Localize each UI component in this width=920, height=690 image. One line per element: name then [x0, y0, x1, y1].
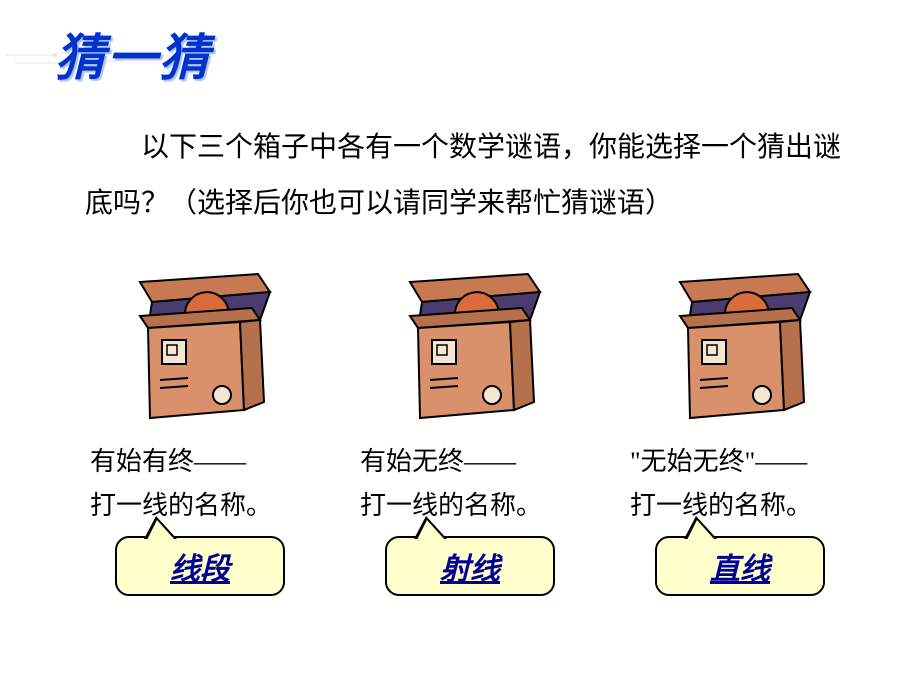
riddle-col-3: "无始无终"—— 打一线的名称。 直线 [620, 250, 860, 596]
answer-button-1[interactable]: 线段 [115, 536, 285, 596]
riddle-line1: 有始无终—— [360, 447, 516, 476]
boxes-row: 有始有终—— 打一线的名称。 线段 有始无终—— 打一线的名称。 射线 [80, 250, 860, 596]
riddle-text-3: "无始无终"—— 打一线的名称。 [630, 440, 850, 528]
riddle-line1: "无始无终"—— [630, 447, 807, 476]
answer-button-2[interactable]: 射线 [385, 536, 555, 596]
box-icon[interactable] [380, 250, 560, 430]
answer-label: 射线 [440, 544, 500, 588]
box-icon[interactable] [650, 250, 830, 430]
riddle-line1: 有始有终—— [90, 447, 246, 476]
riddle-text-2: 有始无终—— 打一线的名称。 [360, 440, 580, 528]
page-title: 猜一猜 [55, 18, 211, 90]
riddle-line2: 打一线的名称。 [90, 491, 272, 520]
answer-label: 线段 [170, 544, 230, 588]
answer-button-3[interactable]: 直线 [655, 536, 825, 596]
riddle-text-1: 有始有终—— 打一线的名称。 [90, 440, 310, 528]
riddle-line2: 打一线的名称。 [630, 491, 812, 520]
answer-label: 直线 [710, 544, 770, 588]
intro-text: 以下三个箱子中各有一个数学谜语，你能选择一个猜出谜底吗？（选择后你也可以请同学来… [85, 120, 855, 232]
riddle-col-1: 有始有终—— 打一线的名称。 线段 [80, 250, 320, 596]
riddle-line2: 打一线的名称。 [360, 491, 542, 520]
riddle-col-2: 有始无终—— 打一线的名称。 射线 [350, 250, 590, 596]
box-icon[interactable] [110, 250, 290, 430]
